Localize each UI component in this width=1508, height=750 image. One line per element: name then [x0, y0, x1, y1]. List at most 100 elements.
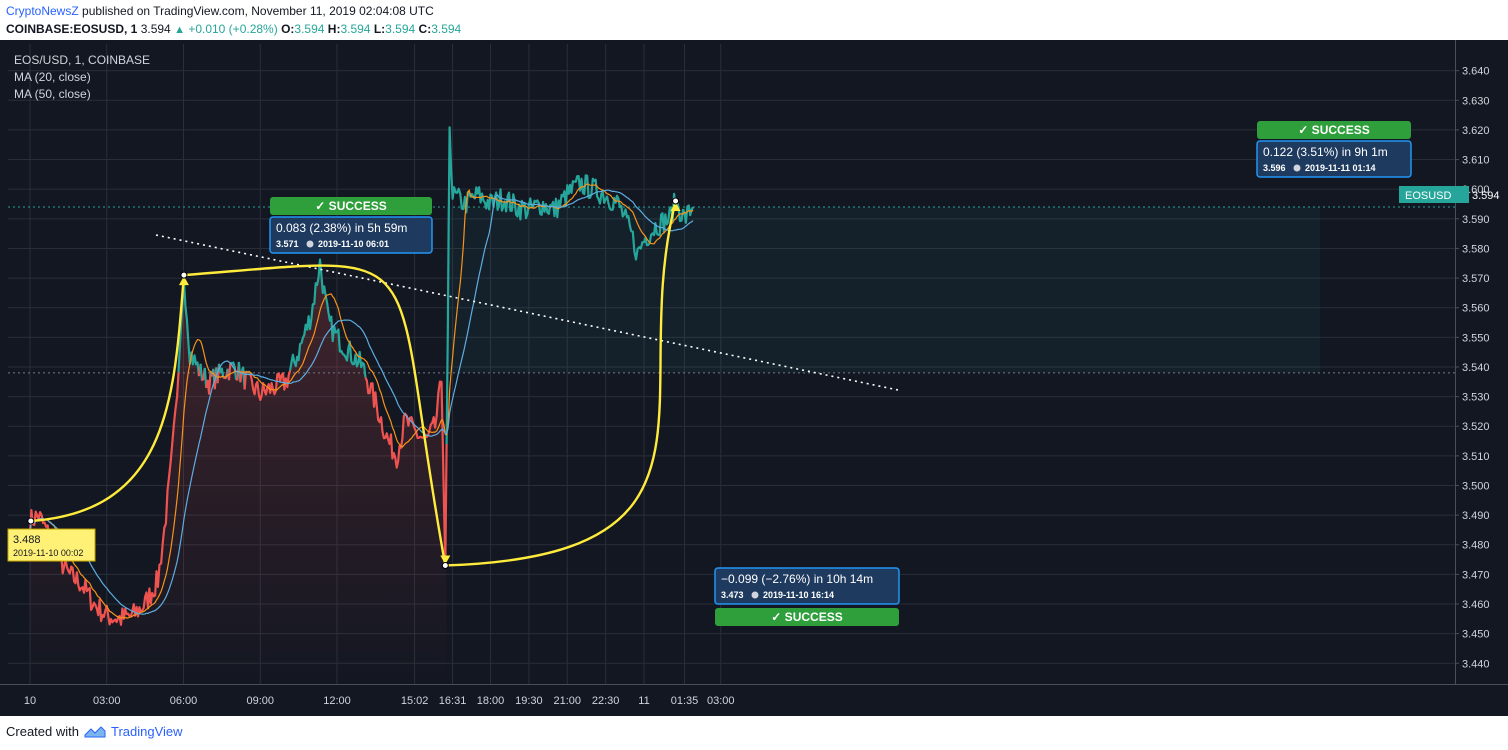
up-arrow-icon: ▲ — [174, 24, 185, 36]
price-tag-value: 3.594 — [1472, 190, 1500, 202]
published-text: published on TradingView.com, November 1… — [82, 4, 434, 18]
time-tick-label: 03:00 — [707, 695, 735, 707]
price-tick-label: 3.590 — [1462, 214, 1490, 226]
time-tick-label: 22:30 — [592, 695, 620, 707]
price-tick-label: 3.610 — [1462, 155, 1490, 167]
publisher-link[interactable]: CryptoNewsZ — [6, 4, 79, 18]
legend-ma20[interactable]: MA (20, close) — [14, 70, 91, 84]
ohlc-bar: COINBASE:EOSUSD, 1 3.594 ▲ +0.010 (+0.28… — [6, 22, 461, 36]
time-tick-label: 11 — [638, 695, 649, 707]
success-badge — [715, 608, 899, 626]
price-chart[interactable]: 3.488 2019-11-10 00:02 ✓ SUCCESS 0.083 (2.3… — [0, 40, 1508, 716]
success-badge-label: ✓ SUCCESS — [315, 199, 386, 213]
price-tick-label: 3.620 — [1462, 125, 1490, 137]
price-tick-label: 3.450 — [1462, 629, 1490, 641]
price-line-segment — [223, 368, 229, 380]
legend-ma50[interactable]: MA (50, close) — [14, 87, 91, 101]
price-axis[interactable]: 3.440 3.450 3.460 3.470 3.480 3.490 3.500 3.510… — [1455, 40, 1508, 716]
annotations: 3.488 2019-11-10 00:02 ✓ SUCCESS 0.083 (2.3… — [7, 121, 1412, 626]
clock-icon — [306, 240, 314, 248]
callout-time: 2019-11-11 01:14 — [1305, 163, 1376, 173]
arrow-up-icon — [670, 202, 681, 212]
callout-price: 3.473 — [721, 590, 744, 600]
arrow-up-icon — [178, 276, 189, 286]
pivot-point — [27, 517, 35, 525]
low-label: L: — [373, 22, 386, 36]
time-tick-label: 12:00 — [323, 695, 351, 707]
price-line-segment — [364, 376, 448, 567]
time-tick-label: 06:00 — [170, 695, 198, 707]
success-badge — [1257, 121, 1411, 139]
price-tick-label: 3.470 — [1462, 569, 1490, 581]
start-label-value: 3.488 — [13, 534, 41, 546]
price-line-segment — [199, 363, 204, 381]
time-tick-label: 19:30 — [515, 695, 543, 707]
start-label-box — [7, 528, 96, 562]
callout-3: ✓ SUCCESS 0.122 (3.51%) in 9h 1m 3.596 2019… — [1256, 121, 1412, 178]
symbol-label: COINBASE:EOSUSD, 1 — [6, 22, 138, 36]
price-line-segment — [249, 370, 292, 401]
callout-time: 2019-11-10 06:01 — [318, 239, 389, 249]
price-line-segment — [205, 370, 212, 395]
success-badge — [270, 197, 432, 215]
callout-time: 2019-11-10 16:14 — [763, 590, 834, 600]
price-tick-label: 3.540 — [1462, 362, 1490, 374]
time-axis[interactable]: 10 03:00 06:00 09:00 12:00 15:02 16:31 18:00 19:… — [0, 684, 1508, 708]
price-tick-label: 3.510 — [1462, 451, 1490, 463]
price-tick-label: 3.500 — [1462, 480, 1490, 492]
time-tick-label: 03:00 — [93, 695, 121, 707]
arrow-down-icon — [440, 555, 451, 565]
close-value: 3.594 — [431, 22, 462, 36]
price-tick-label: 3.580 — [1462, 243, 1490, 255]
close-label: C: — [418, 22, 432, 36]
high-value: 3.594 — [340, 22, 371, 36]
price-tag-symbol: EOSUSD — [1405, 190, 1452, 202]
last-price: 3.594 — [140, 22, 171, 36]
open-value: 3.594 — [294, 22, 325, 36]
time-tick-label: 09:00 — [246, 695, 274, 707]
time-tick-label: 18:00 — [477, 695, 505, 707]
pivot-point — [180, 271, 188, 279]
price-lines — [28, 126, 695, 626]
up-area-fill — [446, 206, 1321, 373]
pivot-point — [672, 197, 680, 205]
change-value: +0.010 (+0.28%) — [188, 22, 278, 36]
success-badge-label: ✓ SUCCESS — [771, 610, 842, 624]
clock-icon — [1293, 164, 1301, 172]
high-label: H: — [327, 22, 341, 36]
price-tick-label: 3.570 — [1462, 273, 1490, 285]
arc-down — [183, 264, 447, 566]
arc-up-2 — [445, 200, 677, 567]
created-with-text: Created with — [6, 724, 79, 739]
price-tick-label: 3.480 — [1462, 540, 1490, 552]
price-tick-label: 3.630 — [1462, 95, 1490, 107]
callout-title: 0.083 (2.38%) in 5h 59m — [276, 221, 407, 235]
price-fills — [8, 206, 1455, 684]
start-label-time: 2019-11-10 00:02 — [13, 548, 83, 558]
price-tick-label: 3.520 — [1462, 421, 1490, 433]
price-axis-panel — [1455, 40, 1508, 716]
price-tick-label: 3.640 — [1462, 66, 1490, 78]
trend-line — [155, 234, 899, 391]
clock-icon — [751, 591, 759, 599]
current-price-tag: EOSUSD 3.594 — [1399, 186, 1500, 203]
callout-box — [714, 567, 900, 605]
price-tick-label: 3.490 — [1462, 510, 1490, 522]
pivot-point — [441, 561, 449, 569]
price-tick-label: 3.560 — [1462, 303, 1490, 315]
callout-price: 3.571 — [276, 239, 299, 249]
time-tick-label: 01:35 — [671, 695, 699, 707]
price-line-segment — [445, 126, 695, 445]
down-area-fill — [30, 259, 447, 684]
price-line-segment — [289, 258, 367, 378]
time-tick-label: 21:00 — [553, 695, 581, 707]
success-badge-label: ✓ SUCCESS — [1298, 123, 1369, 137]
arc-up-1 — [30, 275, 186, 523]
publish-info: CryptoNewsZ published on TradingView.com… — [6, 4, 434, 18]
time-tick-label: 16:31 — [439, 695, 467, 707]
footer: Created with TradingView — [6, 724, 183, 739]
tradingview-link[interactable]: TradingView — [110, 724, 183, 739]
price-line-segment — [227, 362, 232, 381]
callout-title: 0.122 (3.51%) in 9h 1m — [1263, 145, 1388, 159]
tradingview-logo-icon — [84, 725, 106, 737]
